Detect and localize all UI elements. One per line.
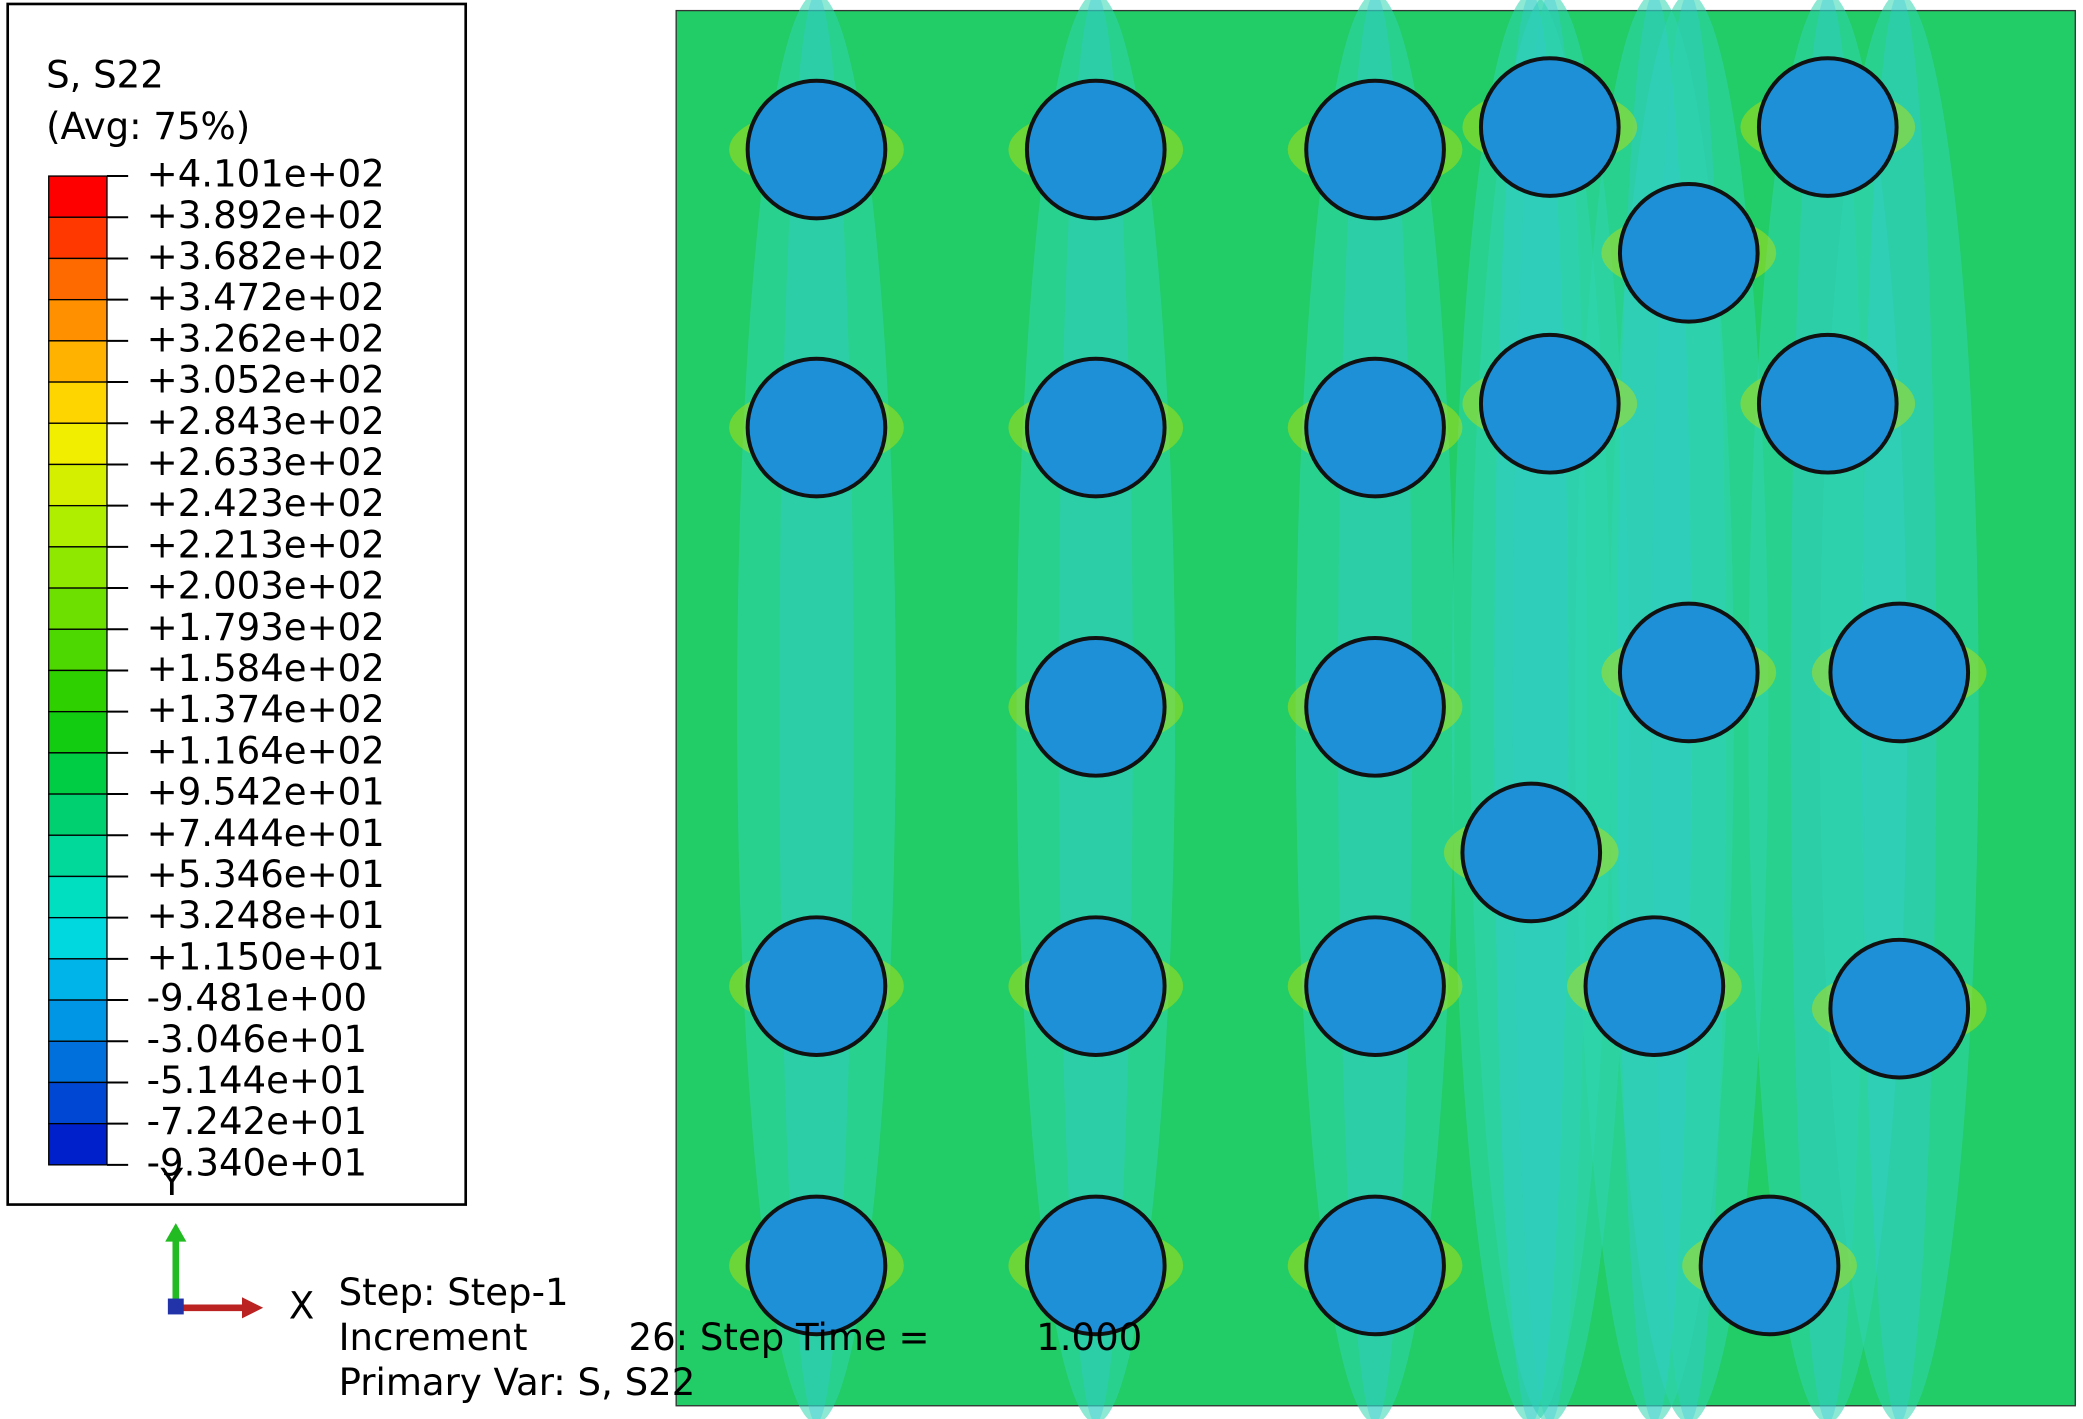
legend-label: -9.340e+01 xyxy=(147,1141,367,1184)
legend-scale: +4.101e+02+3.892e+02+3.682e+02+3.472e+02… xyxy=(48,153,385,1184)
legend-band xyxy=(48,628,108,672)
z-axis-mark xyxy=(167,1298,184,1315)
legend-title: S, S22 xyxy=(46,53,164,96)
low-stress-core xyxy=(1494,0,1569,1419)
legend-band xyxy=(48,958,108,1001)
hole xyxy=(1304,636,1446,778)
legend-band xyxy=(48,504,108,548)
legend-label: +2.843e+02 xyxy=(147,400,385,443)
hole xyxy=(1828,937,1971,1080)
legend-band xyxy=(48,298,108,342)
legend-label: +2.423e+02 xyxy=(147,482,385,525)
legend-band xyxy=(48,834,108,878)
legend-band xyxy=(48,999,108,1042)
x-label: X xyxy=(289,1284,314,1327)
hole xyxy=(1478,56,1621,198)
legend-band xyxy=(48,1122,108,1166)
hole xyxy=(1304,78,1446,221)
hole xyxy=(745,1194,888,1337)
legend-label: +1.164e+02 xyxy=(147,729,385,772)
legend-band xyxy=(48,1081,108,1125)
hole xyxy=(1024,636,1167,778)
legend-label: -7.242e+01 xyxy=(147,1100,367,1143)
legend-band xyxy=(48,381,108,424)
legend-label: -3.046e+01 xyxy=(147,1018,367,1061)
legend-band xyxy=(48,875,108,919)
legend-band xyxy=(48,175,108,218)
legend-label: -5.144e+01 xyxy=(147,1059,367,1102)
hole xyxy=(1024,915,1167,1057)
legend-label: +2.633e+02 xyxy=(147,441,385,484)
legend-band xyxy=(48,793,108,836)
legend-band xyxy=(48,1040,108,1084)
hole xyxy=(1756,332,1899,475)
triad: Y X xyxy=(160,1161,315,1327)
hole xyxy=(745,915,888,1057)
increment-value: 26: Step Time = xyxy=(629,1316,930,1359)
y-label: Y xyxy=(160,1161,184,1204)
legend-label: +4.101e+02 xyxy=(147,153,385,196)
legend-label: +1.793e+02 xyxy=(147,606,385,649)
legend-label: +3.262e+02 xyxy=(147,317,385,360)
hole xyxy=(1304,915,1446,1057)
contour-field xyxy=(675,0,2076,1419)
y-arrow-head xyxy=(165,1223,187,1242)
legend-band xyxy=(48,546,108,589)
hole xyxy=(1024,78,1167,221)
legend-band xyxy=(48,463,108,507)
legend-band xyxy=(48,422,108,466)
hole xyxy=(1460,781,1603,924)
legend-subtitle: (Avg: 75%) xyxy=(46,105,250,148)
hole xyxy=(1698,1194,1841,1337)
hole xyxy=(745,78,888,221)
legend-band xyxy=(48,257,108,301)
x-arrow-head xyxy=(241,1297,264,1319)
low-stress-band xyxy=(737,0,896,1419)
hole xyxy=(1617,601,1760,744)
legend-label: +3.472e+02 xyxy=(147,276,385,319)
legend-band xyxy=(48,669,108,713)
hole xyxy=(1304,1194,1446,1337)
legend-label: +5.346e+01 xyxy=(147,853,385,896)
hole xyxy=(1583,915,1726,1057)
legend-label: +2.213e+02 xyxy=(147,523,385,566)
hole xyxy=(1024,356,1167,499)
legend-label: +7.444e+01 xyxy=(147,812,385,855)
legend-band xyxy=(48,340,108,383)
increment-label: Increment xyxy=(339,1316,528,1359)
primary-var: Primary Var: S, S22 xyxy=(339,1361,696,1404)
legend-band xyxy=(48,916,108,960)
hole xyxy=(1617,182,1760,324)
legend-label: +1.374e+02 xyxy=(147,688,385,731)
hole xyxy=(1304,356,1446,499)
hole xyxy=(1024,1194,1167,1337)
legend-label: +2.003e+02 xyxy=(147,565,385,608)
legend-band xyxy=(48,710,108,754)
legend-label: +3.892e+02 xyxy=(147,194,385,237)
step-text: Step: Step-1 xyxy=(339,1271,569,1314)
legend-label: +9.542e+01 xyxy=(147,771,385,814)
legend-band xyxy=(48,216,108,260)
legend-label: +3.052e+02 xyxy=(147,359,385,402)
hole xyxy=(1478,332,1621,475)
legend-band xyxy=(48,752,108,795)
legend-label: +1.584e+02 xyxy=(147,647,385,690)
step-time: 1.000 xyxy=(1036,1316,1142,1359)
legend-label: +1.150e+01 xyxy=(147,935,385,978)
legend-band xyxy=(48,587,108,630)
legend-label: +3.248e+01 xyxy=(147,894,385,937)
legend-label: -9.481e+00 xyxy=(147,977,367,1020)
hole xyxy=(745,356,888,499)
low-stress-core xyxy=(779,0,854,1419)
hole xyxy=(1756,56,1899,198)
hole xyxy=(1828,601,1971,744)
legend-label: +3.682e+02 xyxy=(147,235,385,278)
